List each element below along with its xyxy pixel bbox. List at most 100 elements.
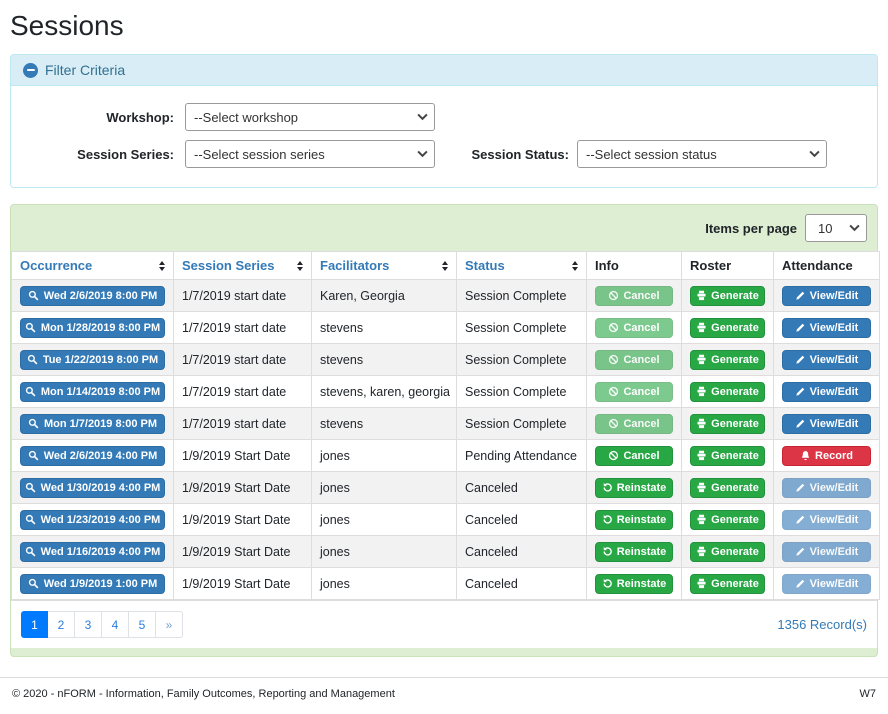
roster-cell: Generate: [682, 312, 774, 344]
page-button-2[interactable]: 2: [48, 611, 75, 638]
ban-icon: [608, 450, 619, 461]
view-edit-button[interactable]: View/Edit: [782, 478, 871, 498]
info-cell: Cancel: [587, 280, 682, 312]
view-edit-button[interactable]: View/Edit: [782, 286, 871, 306]
pencil-icon: [795, 546, 806, 557]
page-button-3[interactable]: 3: [75, 611, 102, 638]
items-per-page-select[interactable]: 10: [805, 214, 867, 242]
facilitators-cell: stevens: [312, 312, 457, 344]
ban-icon: [608, 418, 619, 429]
occurrence-cell: Wed 1/16/2019 4:00 PM: [12, 536, 174, 568]
printer-icon: [696, 578, 707, 589]
search-icon: [25, 386, 36, 397]
occurrence-button[interactable]: Mon 1/14/2019 8:00 PM: [20, 382, 165, 402]
status-cell: Session Complete: [457, 408, 587, 440]
pencil-icon: [795, 514, 806, 525]
view-edit-button[interactable]: View/Edit: [782, 350, 871, 370]
info-cell: Cancel: [587, 408, 682, 440]
occurrence-button[interactable]: Wed 2/6/2019 4:00 PM: [20, 446, 165, 466]
column-header-facilitators[interactable]: Facilitators: [312, 252, 457, 280]
generate-button[interactable]: Generate: [690, 446, 765, 466]
table-row: Wed 1/30/2019 4:00 PM 1/9/2019 Start Dat…: [12, 472, 880, 504]
attendance-cell: View/Edit: [774, 280, 880, 312]
generate-button[interactable]: Generate: [690, 286, 765, 306]
column-header-occurrence[interactable]: Occurrence: [12, 252, 174, 280]
facilitators-cell: jones: [312, 440, 457, 472]
info-cell: Reinstate: [587, 504, 682, 536]
attendance-cell: Record: [774, 440, 880, 472]
search-icon: [25, 546, 36, 557]
view-edit-button[interactable]: View/Edit: [782, 414, 871, 434]
occurrence-cell: Wed 2/6/2019 4:00 PM: [12, 440, 174, 472]
column-header-session-series[interactable]: Session Series: [174, 252, 312, 280]
page-button-4[interactable]: 4: [102, 611, 129, 638]
reinstate-button[interactable]: Reinstate: [595, 574, 673, 594]
page-title: Sessions: [10, 10, 878, 42]
page-button-5[interactable]: 5: [129, 611, 156, 638]
ban-icon: [608, 322, 619, 333]
occurrence-button[interactable]: Wed 1/16/2019 4:00 PM: [20, 542, 165, 562]
pagination: 12345»: [21, 611, 183, 638]
generate-button[interactable]: Generate: [690, 350, 765, 370]
generate-button[interactable]: Generate: [690, 510, 765, 530]
reinstate-button[interactable]: Reinstate: [595, 542, 673, 562]
generate-button[interactable]: Generate: [690, 574, 765, 594]
session-series-field: Session Series: --Select session series: [23, 140, 444, 168]
cancel-button[interactable]: Cancel: [595, 414, 673, 434]
grid-footer: 12345» 1356 Record(s): [11, 600, 877, 648]
occurrence-button[interactable]: Wed 2/6/2019 8:00 PM: [20, 286, 165, 306]
ban-icon: [608, 354, 619, 365]
occurrence-button[interactable]: Mon 1/28/2019 8:00 PM: [20, 318, 165, 338]
occurrence-label: Wed 1/16/2019 4:00 PM: [41, 546, 161, 558]
info-cell: Reinstate: [587, 472, 682, 504]
view-edit-button[interactable]: View/Edit: [782, 510, 871, 530]
table-row: Wed 1/9/2019 1:00 PM 1/9/2019 Start Date…: [12, 568, 880, 600]
pencil-icon: [795, 386, 806, 397]
cancel-button[interactable]: Cancel: [595, 382, 673, 402]
table-header-row: OccurrenceSession SeriesFacilitators Stat…: [12, 252, 880, 280]
reinstate-button[interactable]: Reinstate: [595, 510, 673, 530]
occurrence-button[interactable]: Tue 1/22/2019 8:00 PM: [20, 350, 165, 370]
generate-button[interactable]: Generate: [690, 478, 765, 498]
generate-button[interactable]: Generate: [690, 414, 765, 434]
attendance-cell: View/Edit: [774, 312, 880, 344]
cancel-button[interactable]: Cancel: [595, 318, 673, 338]
roster-cell: Generate: [682, 440, 774, 472]
view-edit-button[interactable]: View/Edit: [782, 574, 871, 594]
occurrence-button[interactable]: Mon 1/7/2019 8:00 PM: [20, 414, 165, 434]
next-pages-button[interactable]: »: [156, 611, 183, 638]
view-edit-button[interactable]: View/Edit: [782, 318, 871, 338]
cancel-button[interactable]: Cancel: [595, 350, 673, 370]
generate-button[interactable]: Generate: [690, 542, 765, 562]
footer-copyright: © 2020 - nFORM - Information, Family Out…: [12, 688, 395, 700]
generate-button[interactable]: Generate: [690, 318, 765, 338]
cancel-button[interactable]: Cancel: [595, 286, 673, 306]
occurrence-button[interactable]: Wed 1/30/2019 4:00 PM: [20, 478, 165, 498]
occurrence-button[interactable]: Wed 1/9/2019 1:00 PM: [20, 574, 165, 594]
pencil-icon: [795, 354, 806, 365]
view-edit-button[interactable]: View/Edit: [782, 542, 871, 562]
attendance-cell: View/Edit: [774, 408, 880, 440]
undo-icon: [602, 482, 613, 493]
record-button[interactable]: Record: [782, 446, 871, 466]
status-cell: Session Complete: [457, 312, 587, 344]
session-status-select[interactable]: --Select session status: [577, 140, 827, 168]
generate-button[interactable]: Generate: [690, 382, 765, 402]
view-edit-button[interactable]: View/Edit: [782, 382, 871, 402]
column-label: Info: [595, 258, 619, 273]
collapse-minus-icon[interactable]: [23, 63, 38, 78]
workshop-select[interactable]: --Select workshop: [185, 103, 435, 131]
page-button-1[interactable]: 1: [21, 611, 48, 638]
roster-cell: Generate: [682, 376, 774, 408]
sort-icon: [572, 261, 578, 271]
attendance-cell: View/Edit: [774, 504, 880, 536]
search-icon: [28, 418, 39, 429]
occurrence-button[interactable]: Wed 1/23/2019 4:00 PM: [20, 510, 165, 530]
cancel-button[interactable]: Cancel: [595, 446, 673, 466]
column-label: Status: [465, 258, 505, 273]
reinstate-button[interactable]: Reinstate: [595, 478, 673, 498]
column-header-status[interactable]: Status: [457, 252, 587, 280]
session-series-select[interactable]: --Select session series: [185, 140, 435, 168]
filter-criteria-header[interactable]: Filter Criteria: [11, 55, 877, 86]
table-row: Mon 1/14/2019 8:00 PM 1/7/2019 start dat…: [12, 376, 880, 408]
